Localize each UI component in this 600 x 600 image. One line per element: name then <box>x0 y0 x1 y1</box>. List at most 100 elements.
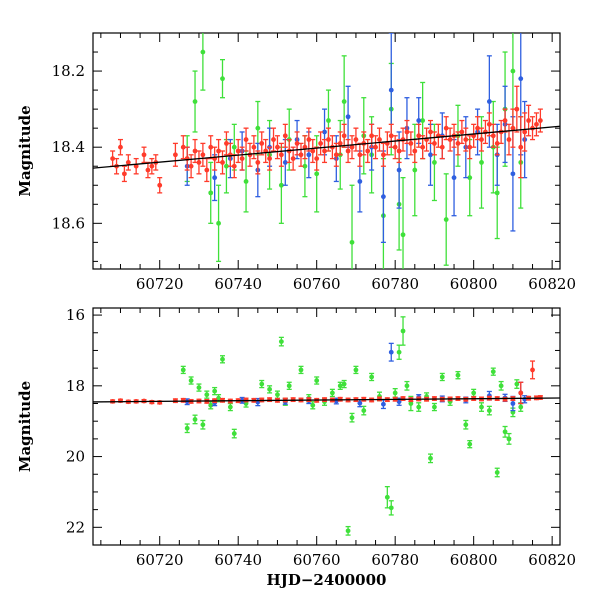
bottom-series-2 <box>180 316 524 536</box>
top-data-point <box>420 118 426 123</box>
top-data-point <box>200 152 206 158</box>
top-data-point <box>412 167 418 173</box>
top-data-point <box>518 76 524 82</box>
top-data-point <box>133 163 139 169</box>
top-data-point <box>302 163 308 169</box>
top-data-point <box>518 144 524 150</box>
top-y-tick-label: 18.6 <box>52 214 85 232</box>
top-data-point <box>467 175 473 181</box>
top-data-point <box>357 179 363 184</box>
bottom-data-point <box>502 429 508 435</box>
top-x-tick-label: 60720 <box>136 275 184 293</box>
top-data-point <box>271 137 276 142</box>
top-data-point <box>298 152 304 158</box>
top-data-point <box>200 49 206 55</box>
bottom-fit-line <box>93 397 560 403</box>
top-data-point <box>388 133 394 139</box>
top-data-point <box>369 133 375 139</box>
bottom-data-point <box>396 399 402 405</box>
bottom-data-point <box>479 404 484 410</box>
top-data-point <box>306 137 312 142</box>
top-data-point <box>479 160 484 165</box>
top-data-point <box>467 144 473 150</box>
top-data-point <box>400 232 406 238</box>
top-data-point <box>526 118 532 123</box>
top-x-tick-label: 60740 <box>214 275 262 293</box>
bottom-data-point <box>396 349 402 355</box>
bottom-data-point <box>486 408 492 413</box>
top-data-point <box>239 156 245 162</box>
top-data-point <box>294 140 300 146</box>
top-data-point <box>235 148 241 154</box>
bottom-data-point <box>267 397 272 403</box>
top-data-point <box>255 160 261 165</box>
top-data-point <box>432 140 437 146</box>
top-data-point <box>255 125 261 131</box>
bottom-data-point <box>329 390 335 396</box>
top-data-point <box>412 148 418 154</box>
top-data-point <box>243 137 249 142</box>
top-series-0 <box>110 85 543 194</box>
bottom-data-point <box>298 367 304 373</box>
bottom-data-point <box>439 374 445 380</box>
top-data-point <box>377 137 382 142</box>
top-data-point <box>251 144 257 150</box>
top-data-point <box>396 167 402 173</box>
top-data-point <box>494 190 500 196</box>
bottom-data-point <box>227 404 233 410</box>
top-data-point <box>149 163 155 169</box>
bottom-data-point <box>286 383 292 389</box>
top-data-point <box>428 129 433 135</box>
top-data-point <box>282 133 288 139</box>
top-data-point <box>537 118 543 123</box>
top-data-point <box>416 133 422 139</box>
top-data-point <box>141 152 147 158</box>
top-data-point <box>208 190 214 196</box>
bottom-data-point <box>341 381 347 387</box>
top-data-point <box>216 148 221 154</box>
top-data-point <box>388 87 394 93</box>
top-data-point <box>455 140 461 146</box>
top-data-point <box>345 114 351 120</box>
bottom-data-point <box>530 367 535 373</box>
top-data-point <box>514 106 520 112</box>
top-data-point <box>447 137 453 142</box>
top-data-point <box>243 179 249 184</box>
bottom-data-point <box>337 383 343 389</box>
top-data-point <box>510 171 516 177</box>
bottom-data-point <box>180 367 186 373</box>
top-data-point <box>278 152 284 158</box>
bottom-data-point <box>200 422 206 428</box>
bottom-x-tick-label: 60820 <box>528 551 576 569</box>
bottom-data-point <box>518 404 524 410</box>
bottom-data-point <box>349 415 355 421</box>
bottom-data-point <box>361 408 367 413</box>
top-data-point <box>231 163 237 169</box>
top-x-tick-label: 60820 <box>528 275 576 293</box>
top-data-point <box>463 137 469 142</box>
top-y-tick-label: 18.2 <box>52 62 85 80</box>
top-x-tick-label: 60780 <box>371 275 419 293</box>
bottom-plot-area <box>93 316 560 536</box>
top-data-point <box>341 99 347 104</box>
bottom-data-point <box>498 383 504 389</box>
bottom-y-axis-label: Magnitude <box>16 381 34 472</box>
top-data-point <box>404 129 410 135</box>
top-data-point <box>345 148 351 154</box>
top-data-point <box>208 144 214 150</box>
top-panel: 60720 60740 60760 60780 60800 60820 18.2 18.4 18… <box>16 32 576 293</box>
top-data-point <box>486 99 492 104</box>
bottom-x-tick-label: 60780 <box>371 551 419 569</box>
top-data-point <box>310 148 316 154</box>
bottom-data-point <box>208 402 214 408</box>
bottom-panel: 60720 60740 60760 60780 60800 60820 16 18 20 22 Ma… <box>16 306 576 589</box>
bottom-data-point <box>506 436 512 442</box>
top-data-point <box>125 160 131 165</box>
top-data-point <box>365 148 371 154</box>
top-data-point <box>110 156 116 162</box>
top-data-point <box>459 129 465 135</box>
top-y-axis-label: Magnitude <box>16 105 34 196</box>
bottom-data-point <box>180 397 186 403</box>
top-data-point <box>534 121 539 127</box>
bottom-data-point <box>188 378 194 383</box>
